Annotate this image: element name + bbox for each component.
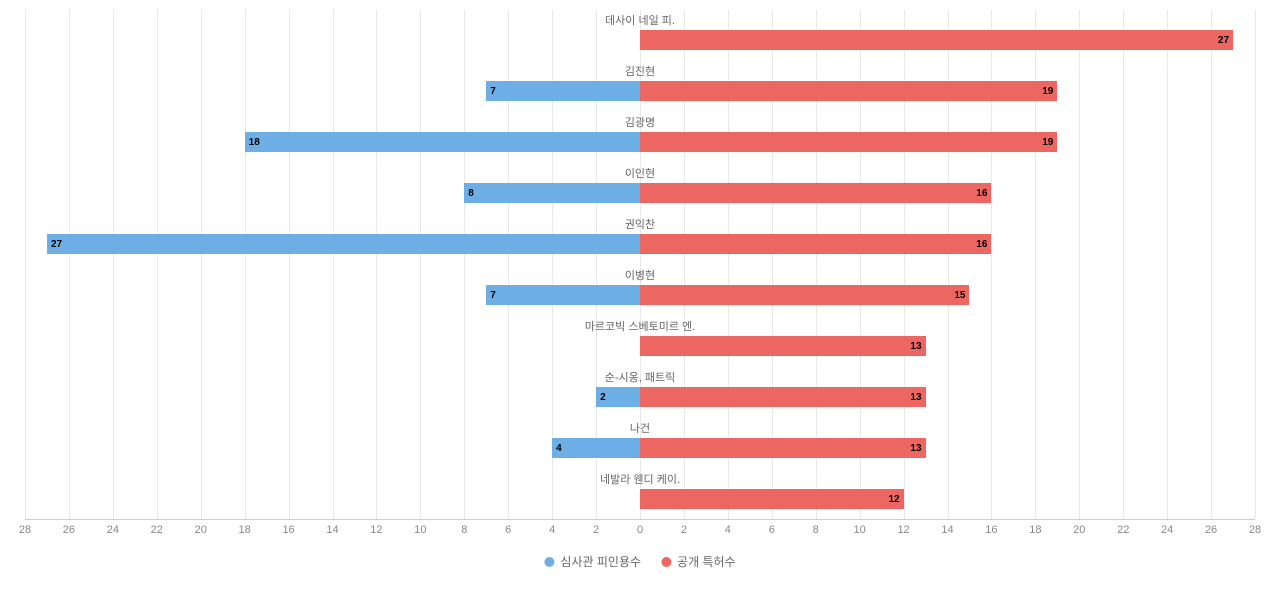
legend-dot-icon	[661, 557, 671, 567]
x-tick-label: 22	[1117, 524, 1129, 536]
bar-right: 13	[640, 336, 926, 356]
bar-left: 27	[47, 234, 640, 254]
x-tick-label: 10	[854, 524, 866, 536]
x-tick-label: 16	[282, 524, 294, 536]
bar-left: 4	[552, 438, 640, 458]
x-tick-label: 18	[239, 524, 251, 536]
chart-row: 데사이 네일 피.027	[25, 10, 1255, 61]
x-tick-label: 20	[195, 524, 207, 536]
category-label: 김진현	[625, 63, 655, 79]
bar-value-label: 27	[51, 239, 62, 250]
x-tick-label: 14	[326, 524, 338, 536]
x-tick-label: 6	[769, 524, 775, 536]
chart-row: 이인현 8 16	[25, 163, 1255, 214]
legend-item-left: 심사관 피인용수	[544, 553, 641, 570]
bar-left: 2	[596, 387, 640, 407]
legend-dot-icon	[544, 557, 554, 567]
bar-value-label: 12	[888, 494, 899, 505]
category-label: 순-시옹, 패트릭	[605, 369, 676, 385]
x-tick-label: 28	[1249, 524, 1261, 536]
bar-right: 16	[640, 234, 991, 254]
chart-row: 김진현 7 19	[25, 61, 1255, 112]
category-label: 이병현	[625, 267, 655, 283]
chart-row: 나건 4 13	[25, 418, 1255, 469]
bar-right: 13	[640, 387, 926, 407]
x-tick-label: 26	[63, 524, 75, 536]
bar-value-label: 27	[1218, 35, 1229, 46]
bar-value-label: 13	[910, 443, 921, 454]
legend-label-right: 공개 특허수	[677, 553, 736, 570]
bar-value-label: 7	[490, 86, 496, 97]
chart-row: 김광명 18 19	[25, 112, 1255, 163]
bar-value-label: 13	[910, 341, 921, 352]
x-tick-label: 8	[461, 524, 467, 536]
gridline	[1255, 10, 1256, 519]
bar-value-label: 15	[954, 290, 965, 301]
x-tick-label: 24	[1161, 524, 1173, 536]
chart-row: 네발라 웬디 케이.012	[25, 469, 1255, 520]
bar-value-label: 19	[1042, 137, 1053, 148]
bar-right: 19	[640, 81, 1057, 101]
bar-left: 7	[486, 81, 640, 101]
bar-left: 8	[464, 183, 640, 203]
bar-value-label: 16	[976, 239, 987, 250]
bar-value-label: 4	[556, 443, 562, 454]
category-label: 나건	[630, 420, 650, 436]
bar-right: 16	[640, 183, 991, 203]
x-tick-label: 26	[1205, 524, 1217, 536]
x-tick-label: 12	[370, 524, 382, 536]
bar-value-label: 8	[468, 188, 474, 199]
x-tick-label: 6	[505, 524, 511, 536]
legend-label-left: 심사관 피인용수	[560, 553, 641, 570]
chart-row: 순-시옹, 패트릭 2 13	[25, 367, 1255, 418]
x-tick-label: 18	[1029, 524, 1041, 536]
bar-right: 15	[640, 285, 969, 305]
category-label: 이인현	[625, 165, 655, 181]
chart-legend: 심사관 피인용수 공개 특허수	[544, 553, 735, 570]
bar-value-label: 13	[910, 392, 921, 403]
x-tick-label: 4	[725, 524, 731, 536]
x-tick-label: 28	[19, 524, 31, 536]
bar-value-label: 2	[600, 392, 606, 403]
chart-row: 이병현 7 15	[25, 265, 1255, 316]
category-label: 데사이 네일 피.	[605, 12, 675, 28]
legend-item-right: 공개 특허수	[661, 553, 736, 570]
bar-value-label: 19	[1042, 86, 1053, 97]
x-tick-label: 12	[897, 524, 909, 536]
x-tick-label: 2	[593, 524, 599, 536]
x-tick-label: 4	[549, 524, 555, 536]
plot-area: 데사이 네일 피.027김진현719김광명1819이인현816권익찬2716이병…	[25, 10, 1255, 520]
x-tick-label: 0	[637, 524, 643, 536]
bar-right: 27	[640, 30, 1233, 50]
bar-left: 7	[486, 285, 640, 305]
diverging-bar-chart: 데사이 네일 피.027김진현719김광명1819이인현816권익찬2716이병…	[10, 10, 1270, 570]
x-tick-label: 14	[941, 524, 953, 536]
x-tick-label: 2	[681, 524, 687, 536]
x-tick-label: 22	[151, 524, 163, 536]
chart-row: 권익찬 27 16	[25, 214, 1255, 265]
x-tick-label: 20	[1073, 524, 1085, 536]
chart-row: 마르코빅 스베토미르 엔.013	[25, 316, 1255, 367]
category-label: 김광명	[625, 114, 655, 130]
bar-right: 13	[640, 438, 926, 458]
bar-right: 12	[640, 489, 904, 509]
bar-value-label: 7	[490, 290, 496, 301]
x-tick-label: 8	[813, 524, 819, 536]
bar-left: 18	[245, 132, 640, 152]
x-tick-label: 24	[107, 524, 119, 536]
bar-value-label: 16	[976, 188, 987, 199]
bar-value-label: 18	[249, 137, 260, 148]
category-label: 권익찬	[625, 216, 655, 232]
x-axis: 0224466881010121214141616181820202222242…	[25, 520, 1255, 540]
x-tick-label: 10	[414, 524, 426, 536]
x-tick-label: 16	[985, 524, 997, 536]
category-label: 네발라 웬디 케이.	[600, 471, 680, 487]
bar-right: 19	[640, 132, 1057, 152]
category-label: 마르코빅 스베토미르 엔.	[585, 318, 695, 334]
